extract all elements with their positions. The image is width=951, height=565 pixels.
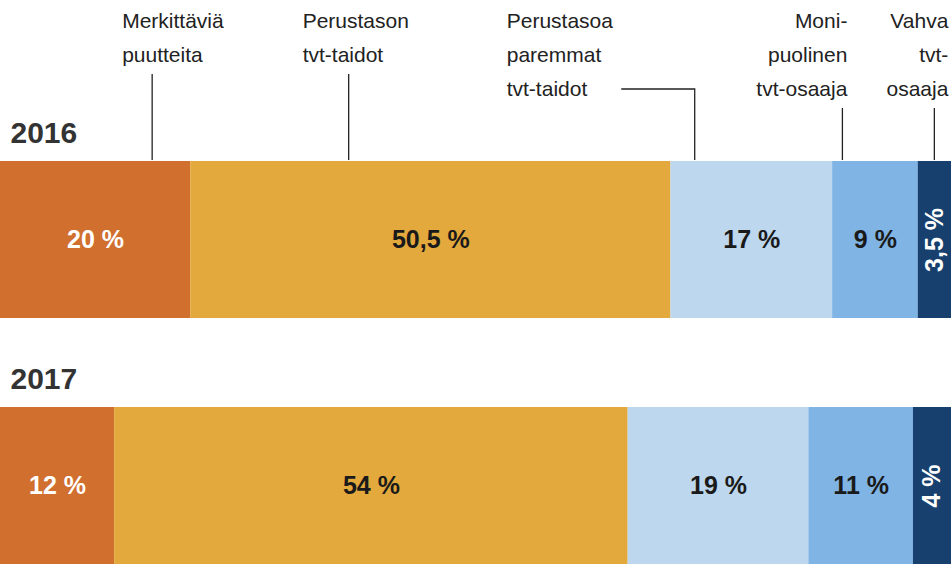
svg-text:11 %: 11 % (833, 471, 889, 499)
svg-text:19 %: 19 % (690, 471, 747, 499)
svg-text:20 %: 20 % (67, 225, 124, 253)
svg-text:Moni-puolinentvt-osaaja: Moni-puolinentvt-osaaja (756, 9, 847, 100)
svg-text:17 %: 17 % (723, 225, 780, 253)
svg-text:Vahvatvt-osaaja: Vahvatvt-osaaja (886, 9, 948, 100)
svg-text:2017: 2017 (11, 362, 78, 395)
svg-text:9 %: 9 % (854, 225, 897, 253)
svg-text:2016: 2016 (11, 116, 78, 149)
svg-text:Perustasontvt-taidot: Perustasontvt-taidot (303, 9, 409, 66)
svg-text:12 %: 12 % (29, 471, 86, 499)
svg-text:50,5 %: 50,5 % (392, 225, 470, 253)
svg-text:Merkittäviäpuutteita: Merkittäviäpuutteita (122, 9, 224, 66)
svg-text:Perustasoaparemmattvt-taidot: Perustasoaparemmattvt-taidot (507, 9, 614, 100)
svg-text:4 %: 4 % (917, 464, 945, 507)
svg-text:3,5 %: 3,5 % (920, 208, 948, 272)
svg-text:54 %: 54 % (343, 471, 400, 499)
